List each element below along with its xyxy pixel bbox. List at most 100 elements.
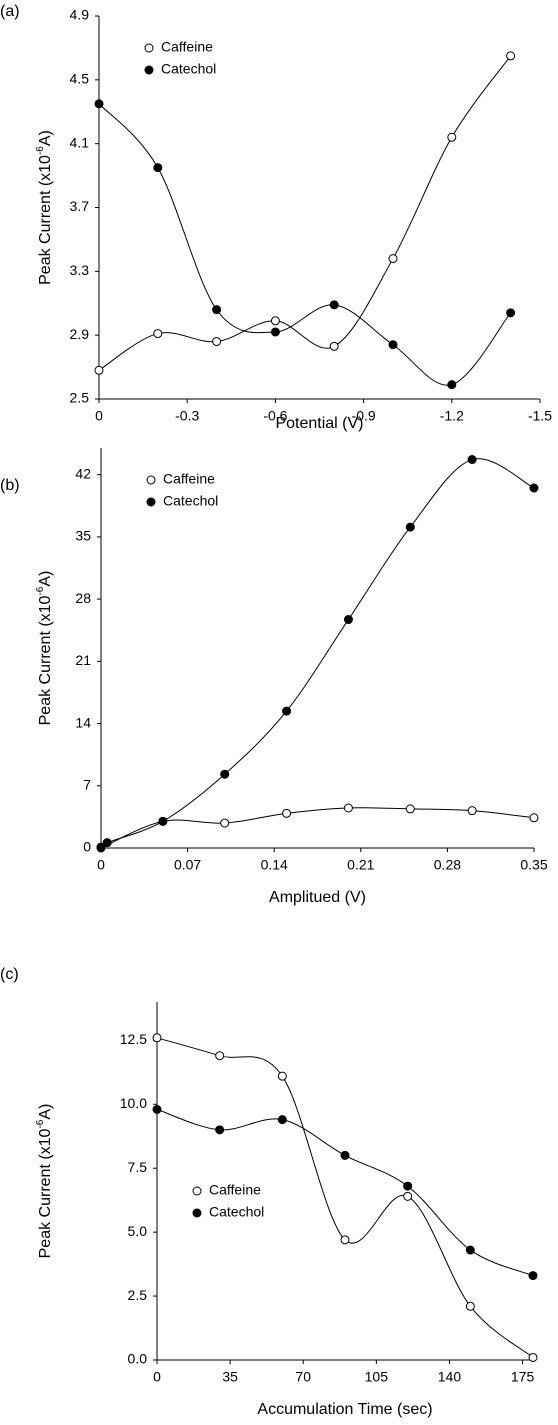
- x-tick-label: 0.28: [434, 857, 461, 873]
- y-tick-label: 2.9: [70, 326, 90, 342]
- x-tick-label: 0.21: [347, 857, 374, 873]
- y-axis-label-part: Peak Current (x10: [37, 595, 54, 725]
- y-axis-label: Peak Current (x10-6A): [35, 571, 54, 726]
- data-point: [447, 132, 457, 142]
- y-tick-label: 14: [75, 714, 91, 730]
- x-axis-label: Accumulation Time (sec): [257, 1401, 432, 1418]
- data-point: [506, 51, 516, 61]
- x-tick-label: -1.2: [440, 408, 464, 424]
- x-tick-label: 0.35: [520, 857, 547, 873]
- series-line: [100, 458, 535, 848]
- x-tick-label: 0: [153, 1369, 161, 1385]
- x-tick-label: 70: [295, 1369, 311, 1385]
- y-tick-label: 28: [75, 590, 91, 606]
- legend-marker: [146, 497, 156, 507]
- y-axis-label-part: A): [37, 130, 54, 146]
- data-point: [212, 305, 222, 315]
- y-tick-label: 21: [75, 652, 91, 668]
- panel-label: (b): [0, 477, 20, 494]
- data-point: [215, 1051, 225, 1061]
- x-tick-label: 0: [97, 857, 105, 873]
- x-tick-label: -0.9: [352, 408, 376, 424]
- y-axis-label-part: A): [37, 571, 54, 587]
- data-point: [158, 816, 168, 826]
- data-point: [329, 341, 339, 351]
- y-tick-label: 2.5: [70, 390, 90, 406]
- y-tick-label: 4.9: [70, 7, 90, 23]
- x-tick-label: 0.14: [261, 857, 288, 873]
- x-tick-label: -0.6: [263, 408, 287, 424]
- x-tick-label: 140: [438, 1369, 462, 1385]
- y-axis-label-part: -6: [35, 586, 46, 595]
- x-tick-label: 35: [222, 1369, 238, 1385]
- data-point: [220, 818, 230, 828]
- data-point: [96, 842, 106, 852]
- data-point: [277, 1115, 287, 1125]
- legend-marker: [192, 1186, 202, 1196]
- panel-label: (c): [0, 966, 19, 983]
- y-axis-label: Peak Current (x10-6A): [35, 130, 54, 285]
- legend-marker: [192, 1208, 202, 1218]
- x-tick-label: 175: [511, 1369, 535, 1385]
- panel-label: (a): [0, 3, 20, 20]
- x-tick-label: 0: [95, 408, 103, 424]
- data-point: [529, 813, 539, 823]
- y-tick-label: 4.5: [70, 71, 90, 87]
- y-tick-label: 42: [75, 465, 91, 481]
- data-point: [94, 365, 104, 375]
- data-point: [528, 1352, 538, 1362]
- legend-label: Caffeine: [161, 39, 213, 55]
- data-point: [329, 300, 339, 310]
- data-point: [282, 706, 292, 716]
- data-point: [340, 1150, 350, 1160]
- y-tick-label: 0: [83, 839, 91, 855]
- y-axis-label-part: A): [37, 1104, 54, 1120]
- legend-label: Caffeine: [209, 1182, 261, 1198]
- x-tick-label: -1.5: [528, 408, 552, 424]
- y-tick-label: 3.7: [70, 198, 90, 214]
- y-tick-label: 3.3: [70, 262, 90, 278]
- data-point: [388, 254, 398, 264]
- y-tick-label: 2.5: [128, 1287, 148, 1303]
- data-point: [405, 804, 415, 814]
- x-axis-label: Potential (V): [275, 415, 363, 432]
- x-tick-label: 105: [365, 1369, 389, 1385]
- y-tick-label: 12.5: [120, 1031, 147, 1047]
- x-axis-label: Amplitued (V): [269, 889, 366, 906]
- legend-label: Caffeine: [163, 471, 215, 487]
- data-point: [403, 1191, 413, 1201]
- y-tick-label: 7.5: [128, 1159, 148, 1175]
- data-point: [277, 1071, 287, 1081]
- y-axis-label-part: -6: [35, 1119, 46, 1128]
- data-point: [528, 1271, 538, 1281]
- data-point: [340, 1235, 350, 1245]
- data-point: [343, 615, 353, 625]
- data-point: [465, 1245, 475, 1255]
- y-tick-label: 35: [75, 528, 91, 544]
- legend-marker: [146, 475, 156, 485]
- y-axis-label-part: -6: [35, 146, 46, 155]
- y-tick-label: 10.0: [120, 1095, 147, 1111]
- legend-marker: [144, 65, 154, 75]
- data-point: [153, 329, 163, 339]
- y-tick-label: 4.1: [70, 134, 90, 150]
- data-point: [465, 1301, 475, 1311]
- data-point: [153, 163, 163, 173]
- data-point: [405, 522, 415, 532]
- y-tick-label: 0.0: [128, 1351, 148, 1367]
- legend-label: Catechol: [161, 61, 216, 77]
- legend-label: Catechol: [163, 493, 218, 509]
- y-axis-label: Peak Current (x10-6A): [35, 1104, 54, 1259]
- data-point: [270, 327, 280, 337]
- data-point: [94, 99, 104, 109]
- data-point: [270, 316, 280, 326]
- y-axis-label-part: Peak Current (x10: [37, 155, 54, 285]
- y-tick-label: 7: [83, 776, 91, 792]
- y-tick-label: 5.0: [128, 1223, 148, 1239]
- data-point: [220, 769, 230, 779]
- data-point: [447, 380, 457, 390]
- data-point: [282, 808, 292, 818]
- data-point: [215, 1125, 225, 1135]
- data-point: [102, 838, 112, 848]
